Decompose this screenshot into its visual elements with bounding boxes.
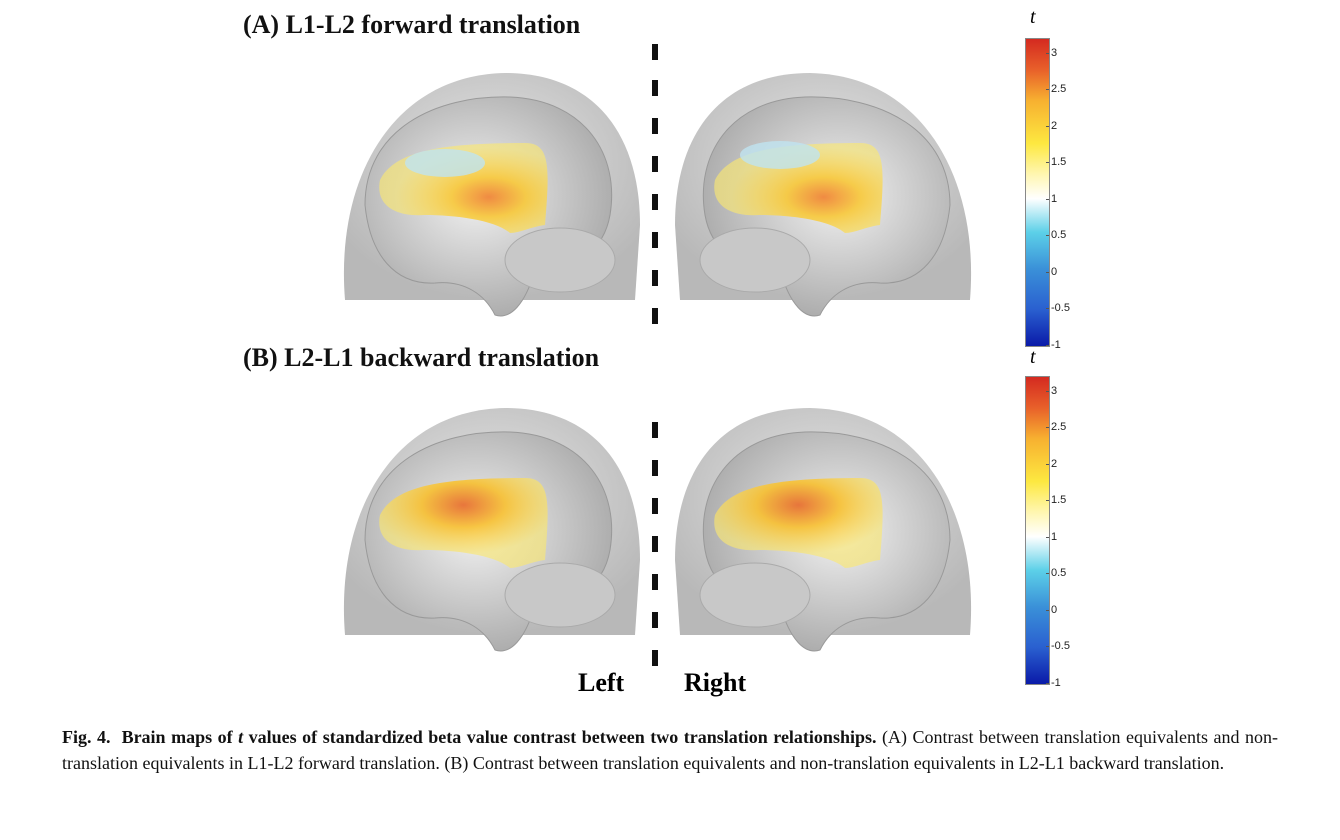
divider-dash xyxy=(652,498,658,514)
right-label: Right xyxy=(684,668,747,697)
colorbar-tick: 3 xyxy=(1045,384,1058,397)
caption-title-part1: Brain maps of xyxy=(121,727,239,747)
colorbar-tick: 0 xyxy=(1045,265,1058,278)
divider-dash xyxy=(652,308,658,324)
brain-map-a-right xyxy=(675,73,972,317)
colorbar-tick: 2.5 xyxy=(1045,83,1067,96)
colorbar-a xyxy=(1025,38,1050,347)
divider-dash xyxy=(652,612,658,628)
colorbar-tick: 2.5 xyxy=(1045,421,1067,434)
divider-dash xyxy=(652,422,658,438)
colorbar-tick: 0.5 xyxy=(1045,567,1067,580)
colorbar-a-label: t xyxy=(1030,6,1036,28)
colorbar-tick: 1 xyxy=(1045,530,1058,543)
divider-dash xyxy=(652,536,658,552)
left-label: Left xyxy=(578,668,625,697)
caption-title-part2: values of standardized beta value contra… xyxy=(243,727,877,747)
brain-map-a-left xyxy=(343,73,640,317)
colorbar-tick: 1 xyxy=(1045,192,1058,205)
divider-dash xyxy=(652,194,658,210)
colorbar-tick: 1.5 xyxy=(1045,156,1067,169)
divider-dash xyxy=(652,270,658,286)
caption-title-t: t xyxy=(238,727,244,747)
colorbar-tick: 1.5 xyxy=(1045,494,1067,507)
colorbar-tick: 2 xyxy=(1045,457,1058,470)
colorbar-b-label: t xyxy=(1030,346,1036,368)
panel-b-title: (B) L2-L1 backward translation xyxy=(243,343,600,372)
divider-dash xyxy=(652,156,658,172)
divider-dash xyxy=(652,232,658,248)
panel-a-title: (A) L1-L2 forward translation xyxy=(243,10,581,39)
divider-dash xyxy=(652,650,658,666)
figure-caption: Fig. 4. Brain maps of t values of standa… xyxy=(62,724,1278,776)
divider-dash xyxy=(652,44,658,60)
caption-body: (A) Contrast between translation equival… xyxy=(62,727,1278,773)
colorbar-tick: -1 xyxy=(1046,339,1061,351)
colorbar-tick: 3 xyxy=(1045,46,1058,59)
brain-map-b-right xyxy=(675,408,972,652)
divider-dash xyxy=(652,80,658,96)
divider-dash xyxy=(652,574,658,590)
colorbar-tick: 0 xyxy=(1045,603,1058,616)
colorbar-tick: -0.5 xyxy=(1046,302,1070,315)
brain-map-b-left xyxy=(343,408,640,652)
colorbar-tick: 0.5 xyxy=(1045,229,1067,242)
colorbar-tick: 2 xyxy=(1045,119,1058,132)
caption-fig-number: Fig. 4. xyxy=(62,727,111,747)
divider-dash xyxy=(652,460,658,476)
colorbar-tick: -1 xyxy=(1046,677,1061,689)
divider-dash xyxy=(652,118,658,134)
colorbar-b xyxy=(1025,376,1050,685)
colorbar-tick: -0.5 xyxy=(1046,640,1070,653)
